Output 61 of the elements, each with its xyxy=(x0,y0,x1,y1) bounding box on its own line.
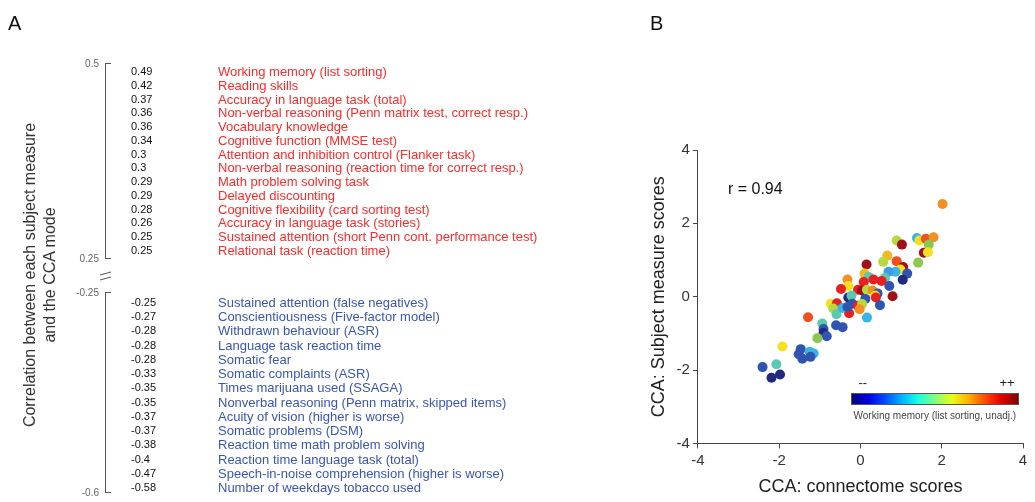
x-axis-title: CCA: connectome scores xyxy=(758,476,963,497)
text: 0.25 xyxy=(78,252,99,264)
data-label: 0.3 xyxy=(131,161,147,174)
x-tick-label: 0 xyxy=(856,450,865,468)
category-label: Cognitive function (MMSE test) xyxy=(218,132,398,148)
category-label: Nonverbal reasoning (Penn matrix, skipped items) xyxy=(218,394,507,410)
category-label: Somatic complaints (ASR) xyxy=(218,365,370,381)
y-tick-label: 4 xyxy=(681,140,690,158)
data-label: -0.28 xyxy=(131,352,157,365)
data-label: -0.37 xyxy=(131,409,157,422)
data-label: -0.27 xyxy=(131,310,157,323)
data-label: 0.37 xyxy=(131,92,153,105)
data-label: 0.34 xyxy=(131,133,153,146)
data-label: 0.36 xyxy=(131,120,153,133)
annotation: ++ xyxy=(999,375,1015,391)
y-tick-label: 0 xyxy=(681,286,690,304)
data-label: 0.25 xyxy=(131,230,153,243)
category-label: Cognitive flexibility (card sorting test) xyxy=(218,201,430,217)
text: -0.25 xyxy=(75,286,99,298)
data-label: -0.35 xyxy=(131,381,157,394)
data-label: 0.42 xyxy=(131,78,153,91)
x-tick-label: 2 xyxy=(937,450,946,468)
data-label: 0.29 xyxy=(131,175,153,188)
category-label: Working memory (list sorting) xyxy=(218,63,387,79)
chart-title: B xyxy=(650,12,664,35)
text: Correlation between each subject measure and the CCA mode xyxy=(20,121,59,430)
data-label: -0.58 xyxy=(131,481,157,493)
category-label: Language task reaction time xyxy=(218,337,382,353)
data-label: -0.47 xyxy=(131,466,157,479)
x-tick-label: -2 xyxy=(772,450,786,468)
data-label: -0.35 xyxy=(131,395,157,408)
data-label: -0.28 xyxy=(131,338,157,351)
annotation: -- xyxy=(858,375,868,391)
data-label: 0.29 xyxy=(131,188,153,201)
y-tick-label: -2 xyxy=(676,360,690,378)
y-tick-label: -4 xyxy=(676,433,690,451)
data-label: -0.25 xyxy=(131,296,157,308)
data-label: 0.49 xyxy=(131,65,153,77)
category-label: Sustained attention (false negatives) xyxy=(218,294,429,310)
y-tick-label: 2 xyxy=(681,213,690,231)
data-label: 0.28 xyxy=(131,202,153,215)
category-label: Reading skills xyxy=(218,77,299,93)
y-axis-title: CCA: Subject measure scores xyxy=(647,176,668,418)
data-label: -0.38 xyxy=(131,438,157,451)
data-label: -0.4 xyxy=(131,452,150,465)
text: 0.5 xyxy=(84,57,99,69)
data-label: -0.33 xyxy=(131,367,157,380)
data-label: -0.28 xyxy=(131,324,157,337)
data-label: 0.26 xyxy=(131,216,153,229)
data-label: 0.25 xyxy=(131,244,153,256)
x-tick-label: 4 xyxy=(1018,450,1028,468)
category-label: Acuity of vision (higher is worse) xyxy=(218,408,405,424)
data-label: -0.37 xyxy=(131,424,157,437)
data-label: 0.3 xyxy=(131,147,147,160)
annotation: r = 0.94 xyxy=(727,180,783,198)
color-bar-title: Working memory (list sorting, unadj.) xyxy=(853,410,1017,422)
category-label: Speech-in-noise comprehension (higher is worse) xyxy=(218,465,505,481)
text: A xyxy=(8,12,22,35)
data-label: 0.36 xyxy=(131,106,153,119)
category-label: Reaction time language task (total) xyxy=(218,451,419,467)
text: -0.6 xyxy=(80,486,99,498)
